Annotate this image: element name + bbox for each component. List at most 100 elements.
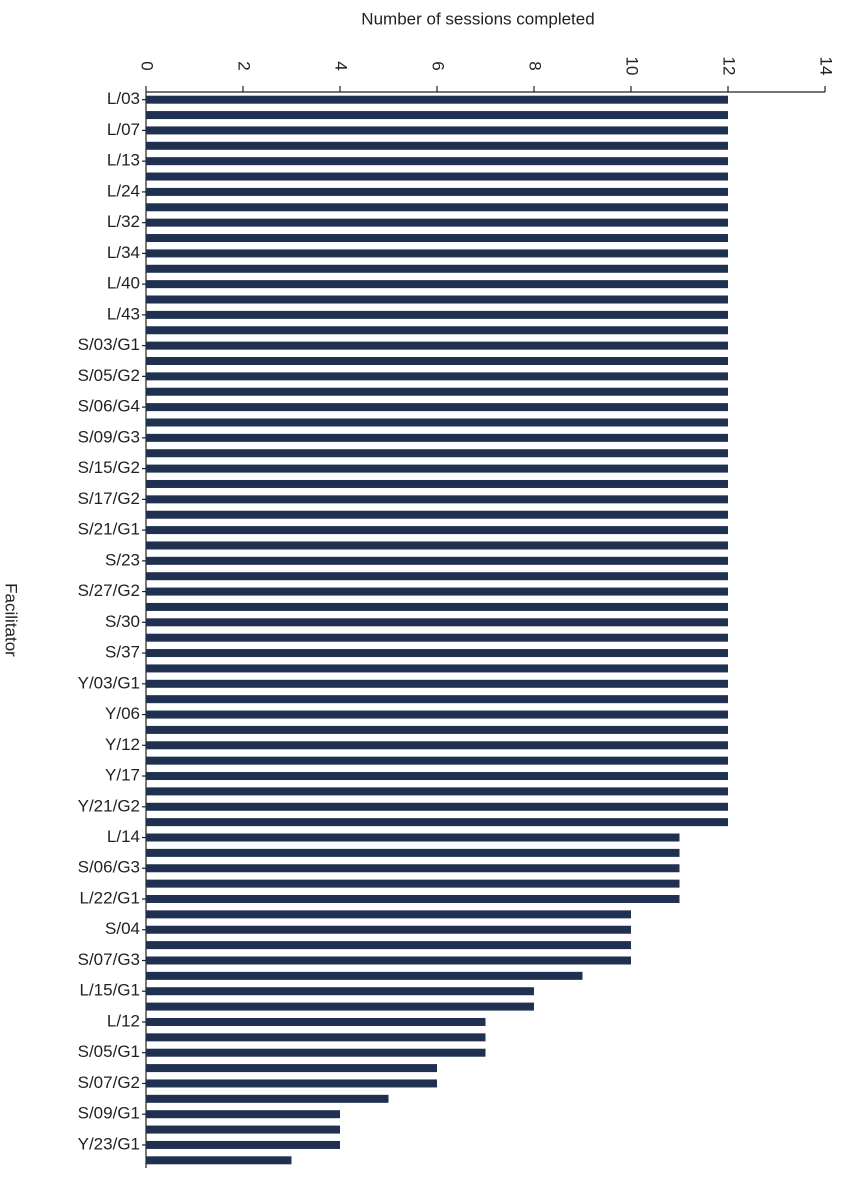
y-tick-label: L/15/G1 — [80, 981, 141, 1000]
y-tick-label: S/27/G2 — [78, 581, 140, 600]
bar — [146, 664, 728, 673]
bar — [146, 879, 680, 888]
y-tick-label: L/07 — [107, 120, 140, 139]
y-tick-label: S/03/G1 — [78, 335, 140, 354]
bar — [146, 679, 728, 688]
y-tick-label: S/07/G3 — [78, 950, 140, 969]
y-tick-label: Y/17 — [105, 766, 140, 785]
bar — [146, 925, 631, 934]
bar — [146, 541, 728, 550]
bar — [146, 556, 728, 565]
bar — [146, 1048, 486, 1057]
y-tick-label: Y/21/G2 — [78, 796, 140, 815]
y-tick-label: S/23 — [105, 550, 140, 569]
bar — [146, 234, 728, 243]
bar — [146, 649, 728, 658]
bar — [146, 326, 728, 335]
bar — [146, 618, 728, 627]
bar — [146, 126, 728, 135]
bar — [146, 418, 728, 427]
bar — [146, 1002, 534, 1011]
bar — [146, 479, 728, 488]
bar — [146, 1033, 486, 1042]
chart-title: Number of sessions completed — [361, 9, 594, 28]
bar — [146, 526, 728, 535]
bar — [146, 741, 728, 750]
bar — [146, 987, 534, 996]
bar — [146, 587, 728, 596]
bar — [146, 1079, 437, 1088]
bar — [146, 772, 728, 781]
bar — [146, 802, 728, 811]
y-tick-label: Y/23/G1 — [78, 1134, 140, 1153]
bar — [146, 403, 728, 412]
y-tick-label: S/06/G3 — [78, 858, 140, 877]
bar — [146, 833, 680, 842]
bar — [146, 756, 728, 765]
y-tick-label: S/05/G1 — [78, 1042, 140, 1061]
bar — [146, 187, 728, 196]
bar — [146, 341, 728, 350]
y-tick-label: S/17/G2 — [78, 489, 140, 508]
bar — [146, 633, 728, 642]
bar — [146, 203, 728, 212]
bar — [146, 695, 728, 704]
y-tick-label: L/43 — [107, 304, 140, 323]
x-tick-label: 6 — [429, 61, 448, 70]
x-tick-label: 8 — [526, 61, 545, 70]
y-tick-label: S/09/G1 — [78, 1104, 140, 1123]
bar — [146, 864, 680, 873]
y-tick-label: L/14 — [107, 827, 140, 846]
bar — [146, 249, 728, 258]
y-tick-label: L/34 — [107, 243, 140, 262]
bar — [146, 310, 728, 319]
x-tick-label: 14 — [817, 57, 836, 76]
bar — [146, 895, 680, 903]
bar — [146, 157, 728, 166]
y-tick-label: Y/12 — [105, 735, 140, 754]
x-tick-label: 2 — [235, 61, 254, 70]
bar — [146, 725, 728, 734]
y-tick-label: S/06/G4 — [78, 397, 140, 416]
bar — [146, 971, 583, 980]
bar — [146, 710, 728, 719]
x-tick-label: 12 — [720, 57, 739, 76]
x-tick-label: 4 — [332, 61, 351, 70]
y-tick-label: L/22/G1 — [80, 888, 141, 907]
bar — [146, 787, 728, 796]
bar — [146, 1140, 340, 1149]
y-axis-label: Facilitator — [2, 583, 21, 657]
bar — [146, 372, 728, 381]
y-tick-label: L/24 — [107, 181, 140, 200]
bar — [146, 387, 728, 396]
y-tick-label: S/15/G2 — [78, 458, 140, 477]
bar — [146, 1064, 437, 1073]
x-tick-label: 0 — [138, 61, 157, 70]
y-tick-label: S/21/G1 — [78, 520, 140, 539]
bar — [146, 818, 728, 827]
bar — [146, 280, 728, 289]
bar — [146, 941, 631, 950]
bar — [146, 449, 728, 458]
y-tick-label: S/04 — [105, 919, 140, 938]
bar — [146, 264, 728, 273]
y-tick-label: S/05/G2 — [78, 366, 140, 385]
y-tick-label: L/32 — [107, 212, 140, 231]
y-tick-label: Y/06 — [105, 704, 140, 723]
bar — [146, 510, 728, 519]
bar — [146, 602, 728, 611]
y-tick-label: S/37 — [105, 643, 140, 662]
bar — [146, 95, 728, 104]
bar — [146, 910, 631, 919]
bar — [146, 495, 728, 504]
bar — [146, 295, 728, 304]
y-tick-label: S/07/G2 — [78, 1073, 140, 1092]
y-tick-label: Y/03/G1 — [78, 673, 140, 692]
y-tick-label: S/30 — [105, 612, 140, 631]
bar — [146, 1110, 340, 1119]
y-tick-label: L/13 — [107, 151, 140, 170]
bar — [146, 1017, 486, 1026]
bar — [146, 433, 728, 442]
bar — [146, 1156, 292, 1165]
